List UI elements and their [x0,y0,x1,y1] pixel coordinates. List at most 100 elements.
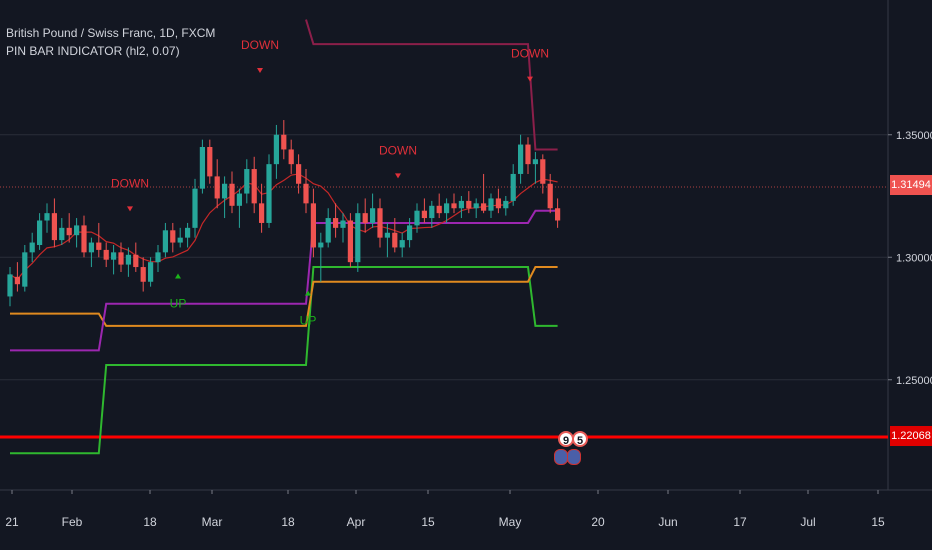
candle-body [162,230,168,253]
candle-body [273,134,279,165]
candle-body [59,227,65,241]
candle-body [303,183,309,204]
candle-body [318,242,324,248]
candle-body [466,200,472,209]
candle-body [51,213,57,241]
candle-body [266,164,272,223]
candle-body [510,173,516,201]
down-signal-label: DOWN [241,38,279,52]
candle-body [481,203,487,211]
indicator-legend[interactable]: PIN BAR INDICATOR (hl2, 0.07) [6,44,180,58]
price-tick-label: 1.30000 [896,252,932,264]
candle-body [458,200,464,209]
candle-body [207,147,213,177]
candle-body [148,262,154,282]
level-line-purple [10,209,558,352]
candle-body [310,203,316,248]
candle-body [503,200,509,209]
candle-body [244,169,250,194]
candle-body [229,183,235,206]
up-signal-label: UP [300,314,317,328]
candle-body [251,169,257,204]
candle-body [532,159,538,165]
candle-body [518,144,524,174]
down-arrow-icon [127,206,133,212]
candle-body [74,225,80,236]
time-tick-label: 18 [143,515,157,529]
candle-body [88,242,94,253]
candle-body [421,210,427,219]
candle-body [399,240,405,248]
event-flag-9[interactable]: 9 [558,431,574,447]
candle-body [429,205,435,219]
candle-body [118,252,124,265]
down-arrow-icon [257,68,263,73]
candle-body [451,203,457,209]
candle-body [22,252,28,287]
candle-body [407,225,413,241]
support-line-green [10,266,558,455]
candle-body [192,188,198,228]
time-tick-label: 15 [871,515,885,529]
candle-body [185,227,191,238]
down-signal-label: DOWN [511,47,549,61]
down-signal-label: DOWN [111,176,149,190]
symbol-title[interactable]: British Pound / Swiss Franc, 1D, FXCM [6,26,216,40]
down-arrow-icon [527,76,533,82]
resistance-line-maroon [305,19,558,151]
candle-body [111,252,117,260]
candle-body [488,198,494,211]
time-tick-label: 18 [281,515,295,529]
candle-body [7,274,13,297]
candle-body [199,147,205,189]
time-tick-label: Jun [658,515,677,529]
candle-body [525,144,531,165]
time-tick-label: Apr [347,515,366,529]
time-tick-label: 17 [733,515,747,529]
up-signal-label: UP [170,296,187,310]
candle-body [547,183,553,209]
up-arrow-icon [305,290,311,296]
time-tick-label: Mar [202,515,223,529]
candle-body [14,276,20,285]
candle-body [103,249,109,260]
moving-average-line [9,173,558,281]
time-tick-label: Jul [800,515,815,529]
candle-body [555,208,561,221]
time-tick-label: 20 [591,515,605,529]
event-flag-5[interactable]: 5 [572,431,588,447]
candle-body [377,208,383,238]
candle-body [325,218,331,243]
candle-body [296,164,302,184]
level-line-orange [10,266,558,327]
price-tick-label: 1.35000 [896,130,932,142]
level-price-badge: 1.22068 [890,426,932,446]
candle-body [214,176,220,199]
candle-body [495,198,501,209]
candle-body [436,205,442,214]
down-arrow-icon [395,173,401,179]
candle-body [370,208,376,223]
candle-body [473,203,479,209]
candle-body [362,213,368,223]
candle-body [288,149,294,165]
uk-flag-icon [567,449,581,465]
candle-body [414,210,420,226]
candle-body [355,213,361,263]
candle-body [37,220,43,245]
candle-body [444,203,450,214]
candle-body [44,213,50,221]
candle-body [29,242,35,253]
candle-body [66,227,72,236]
uk-flag-icon [554,449,568,465]
candle-body [347,220,353,263]
candle-body [384,232,390,238]
candle-body [133,254,139,268]
candle-body [96,242,102,250]
candle-body [540,159,546,184]
time-tick-label: 21 [5,515,19,529]
candle-body [333,218,339,228]
candle-body [392,232,398,248]
